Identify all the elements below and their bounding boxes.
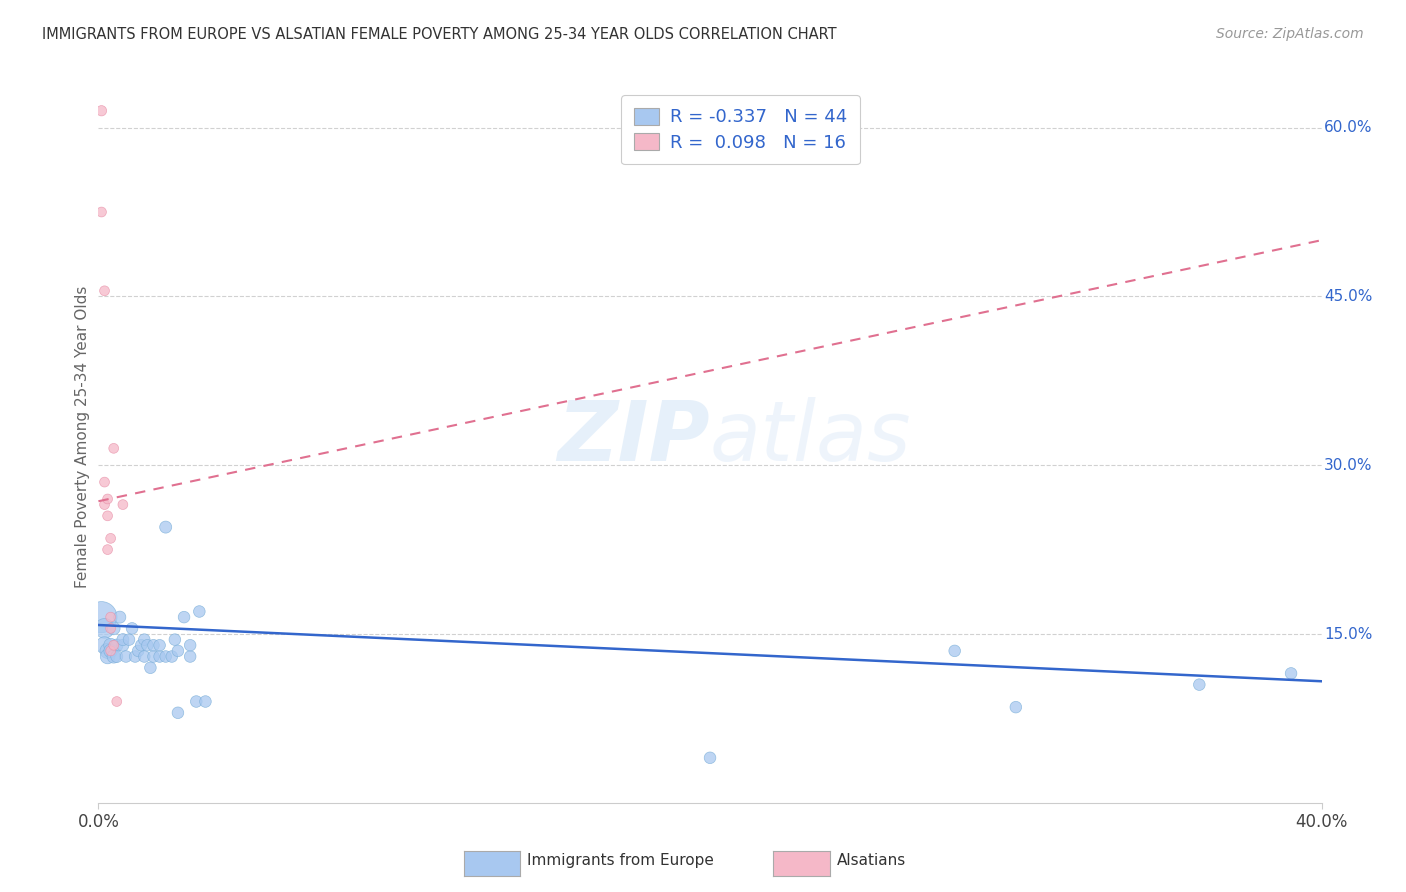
Point: [155, 520, 177, 534]
Point: [97, 542, 120, 557]
Text: 30.0%: 30.0%: [1324, 458, 1372, 473]
Point: [100, 621, 122, 635]
Point: [186, 694, 208, 708]
Point: [111, 638, 134, 652]
Point: [1004, 700, 1026, 714]
Point: [93, 498, 115, 512]
Point: [699, 751, 721, 765]
Point: [90, 205, 112, 219]
Text: 45.0%: 45.0%: [1324, 289, 1372, 304]
Point: [103, 649, 125, 664]
Point: [100, 532, 122, 546]
Text: atlas: atlas: [710, 397, 911, 477]
Point: [160, 649, 183, 664]
Point: [93, 638, 115, 652]
Point: [90, 610, 112, 624]
Point: [149, 638, 172, 652]
Point: [93, 475, 115, 489]
Point: [105, 649, 128, 664]
Text: Source: ZipAtlas.com: Source: ZipAtlas.com: [1216, 27, 1364, 41]
Point: [129, 638, 152, 652]
Point: [155, 649, 177, 664]
Point: [943, 644, 966, 658]
Point: [167, 706, 190, 720]
Point: [134, 632, 156, 647]
Y-axis label: Female Poverty Among 25-34 Year Olds: Female Poverty Among 25-34 Year Olds: [75, 286, 90, 588]
Text: 60.0%: 60.0%: [1324, 120, 1372, 135]
Legend: R = -0.337   N = 44, R =  0.098   N = 16: R = -0.337 N = 44, R = 0.098 N = 16: [621, 95, 860, 164]
Point: [100, 610, 122, 624]
Point: [173, 610, 195, 624]
Text: ZIP: ZIP: [557, 397, 710, 477]
Point: [105, 694, 128, 708]
Point: [139, 661, 162, 675]
Point: [1188, 678, 1211, 692]
Point: [100, 644, 122, 658]
Point: [97, 491, 120, 506]
Point: [167, 644, 190, 658]
Point: [142, 638, 165, 652]
Point: [1279, 666, 1302, 681]
Point: [118, 632, 141, 647]
Point: [108, 610, 131, 624]
Point: [103, 621, 125, 635]
Point: [142, 649, 165, 664]
Point: [100, 638, 122, 652]
Point: [105, 638, 128, 652]
Point: [179, 649, 201, 664]
Point: [134, 649, 156, 664]
Point: [90, 103, 112, 118]
Text: Immigrants from Europe: Immigrants from Europe: [527, 854, 714, 868]
Point: [97, 508, 120, 523]
Point: [111, 632, 134, 647]
Text: Alsatians: Alsatians: [837, 854, 905, 868]
Point: [136, 638, 159, 652]
Point: [149, 649, 172, 664]
Point: [124, 649, 146, 664]
Point: [97, 644, 120, 658]
Point: [111, 498, 134, 512]
Point: [103, 638, 125, 652]
Point: [93, 621, 115, 635]
Point: [100, 644, 122, 658]
Point: [103, 442, 125, 456]
Point: [93, 284, 115, 298]
Point: [121, 621, 143, 635]
Point: [179, 638, 201, 652]
Point: [97, 649, 120, 664]
Point: [115, 649, 138, 664]
Text: IMMIGRANTS FROM EUROPE VS ALSATIAN FEMALE POVERTY AMONG 25-34 YEAR OLDS CORRELAT: IMMIGRANTS FROM EUROPE VS ALSATIAN FEMAL…: [42, 27, 837, 42]
Text: 15.0%: 15.0%: [1324, 626, 1372, 641]
Point: [188, 605, 211, 619]
Point: [194, 694, 217, 708]
Point: [163, 632, 186, 647]
Point: [127, 644, 149, 658]
